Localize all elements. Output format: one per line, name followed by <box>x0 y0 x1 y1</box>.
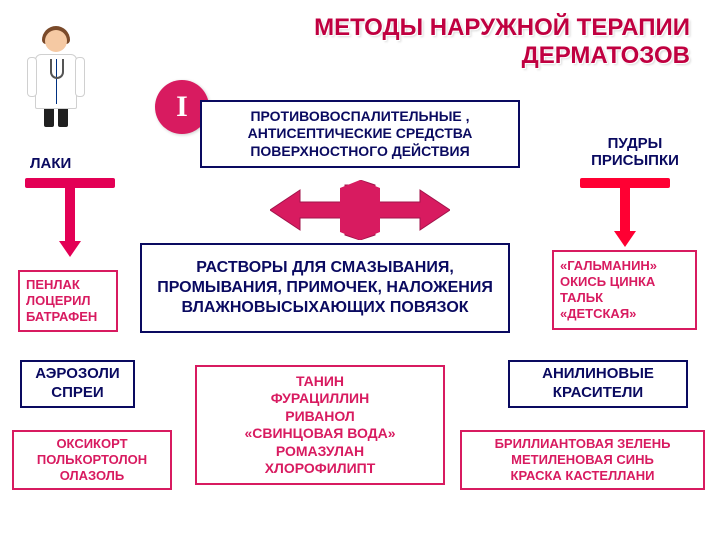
t-marker-right-icon <box>580 178 670 247</box>
label-pudry: ПУДРЫ ПРИСЫПКИ <box>580 135 690 170</box>
box-aerosols-text: АЭРОЗОЛИСПРЕИ <box>35 365 119 403</box>
label-laki: ЛАКИ <box>30 155 71 172</box>
box-aerosols: АЭРОЗОЛИСПРЕИ <box>20 360 135 408</box>
box-anti-text: ПРОТИВОВОСПАЛИТЕЛЬНЫЕ , АНТИСЕПТИЧЕСКИЕ … <box>208 108 512 161</box>
box-brilliant-text: БРИЛЛИАНТОВАЯ ЗЕЛЕНЬМЕТИЛЕНОВАЯ СИНЬКРАС… <box>495 436 671 485</box>
box-tanin: ТАНИНФУРАЦИЛЛИНРИВАНОЛ«СВИНЦОВАЯ ВОДА»РО… <box>195 365 445 485</box>
t-marker-left-icon <box>25 178 115 257</box>
box-solutions-text: РАСТВОРЫ ДЛЯ СМАЗЫВАНИЯ, ПРОМЫВАНИЯ, ПРИ… <box>148 258 502 318</box>
box-oksikort-text: ОКСИКОРТПОЛЬКОРТОЛОНОЛАЗОЛЬ <box>37 436 147 485</box>
box-galmanin-text: «ГАЛЬМАНИН»ОКИСЬ ЦИНКАТАЛЬК«ДЕТСКАЯ» <box>560 258 657 323</box>
flow-arrow-icon <box>270 180 450 240</box>
box-anti: ПРОТИВОВОСПАЛИТЕЛЬНЫЕ , АНТИСЕПТИЧЕСКИЕ … <box>200 100 520 168</box>
box-brilliant: БРИЛЛИАНТОВАЯ ЗЕЛЕНЬМЕТИЛЕНОВАЯ СИНЬКРАС… <box>460 430 705 490</box>
doctor-illustration <box>35 30 77 127</box>
box-oksikort: ОКСИКОРТПОЛЬКОРТОЛОНОЛАЗОЛЬ <box>12 430 172 490</box>
box-aniline-text: АНИЛИНОВЫЕ КРАСИТЕЛИ <box>516 365 680 403</box>
page-title: МЕТОДЫ НАРУЖНОЙ ТЕРАПИИ ДЕРМАТОЗОВ <box>220 14 690 69</box>
box-aniline: АНИЛИНОВЫЕ КРАСИТЕЛИ <box>508 360 688 408</box>
box-tanin-text: ТАНИНФУРАЦИЛЛИНРИВАНОЛ«СВИНЦОВАЯ ВОДА»РО… <box>244 373 395 478</box>
box-penlak-text: ПЕНЛАКЛОЦЕРИЛБАТРАФЕН <box>26 277 97 326</box>
box-galmanin: «ГАЛЬМАНИН»ОКИСЬ ЦИНКАТАЛЬК«ДЕТСКАЯ» <box>552 250 697 330</box>
box-solutions: РАСТВОРЫ ДЛЯ СМАЗЫВАНИЯ, ПРОМЫВАНИЯ, ПРИ… <box>140 243 510 333</box>
box-penlak: ПЕНЛАКЛОЦЕРИЛБАТРАФЕН <box>18 270 118 332</box>
